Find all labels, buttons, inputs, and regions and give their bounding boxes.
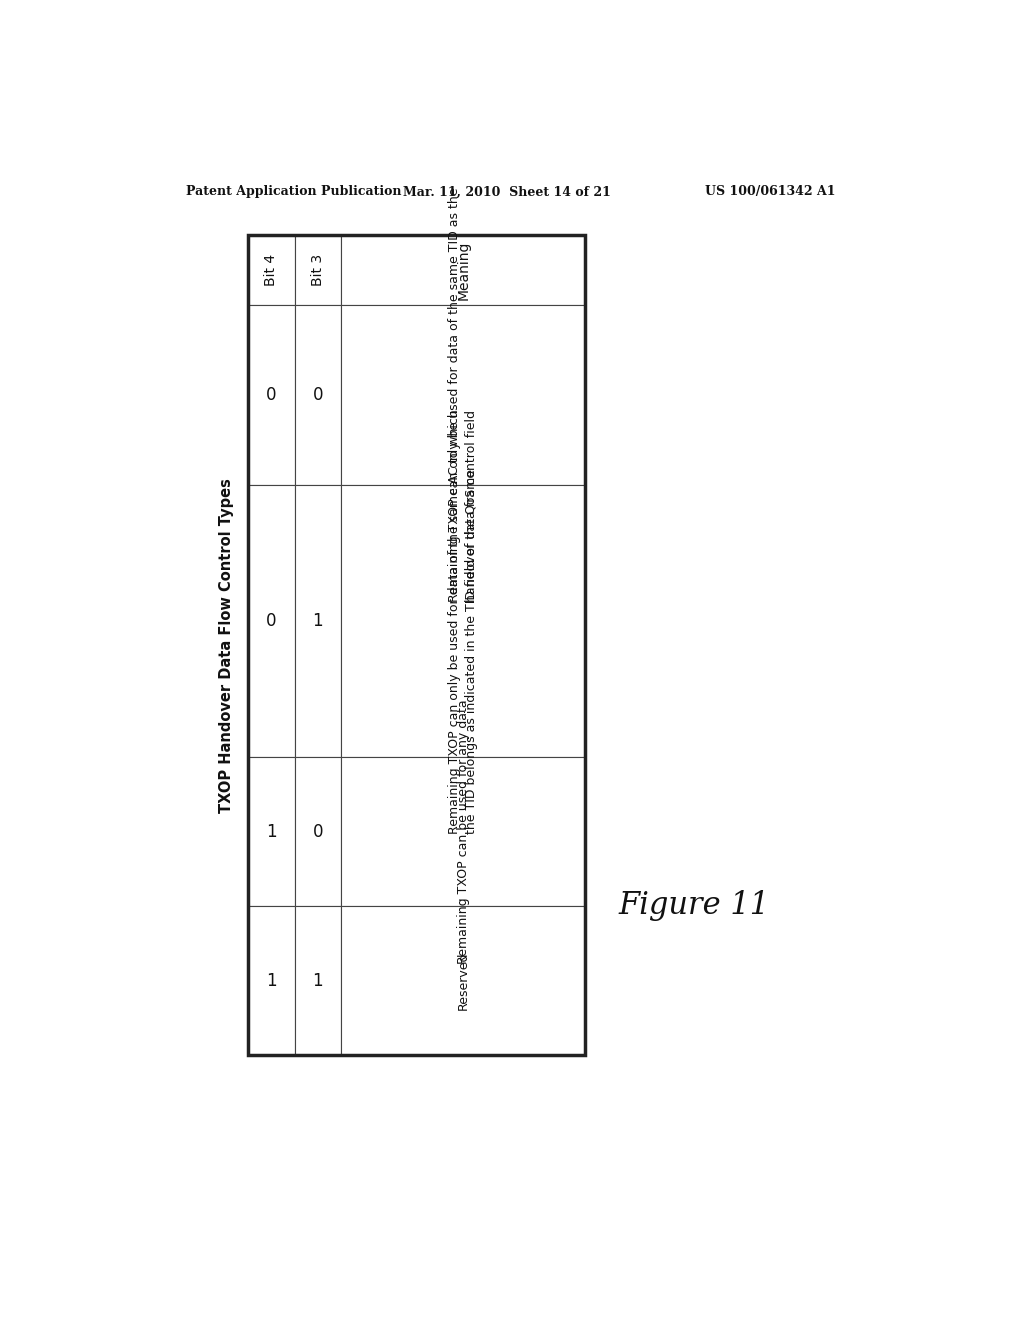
Text: 0: 0: [266, 387, 276, 404]
Text: 1: 1: [266, 972, 276, 990]
Bar: [341, 235, 586, 305]
Text: 0: 0: [312, 822, 324, 841]
Text: Reserved: Reserved: [457, 952, 470, 1010]
Text: Remaining TXOP can be used for any data: Remaining TXOP can be used for any data: [457, 700, 470, 964]
Text: Meaning: Meaning: [456, 240, 470, 300]
Text: 1: 1: [266, 822, 276, 841]
Text: 0: 0: [266, 612, 276, 630]
Bar: [248, 758, 295, 907]
Bar: [248, 486, 295, 758]
Text: Remaining TXOP can only be used for data of the same AC to which
the TID belongs: Remaining TXOP can only be used for data…: [449, 409, 478, 834]
Bar: [295, 305, 341, 486]
Bar: [341, 486, 586, 758]
Bar: [248, 907, 295, 1056]
Bar: [295, 486, 341, 758]
Text: Mar. 11, 2010  Sheet 14 of 21: Mar. 11, 2010 Sheet 14 of 21: [403, 185, 611, 198]
Text: 1: 1: [312, 612, 324, 630]
Text: Figure 11: Figure 11: [618, 890, 769, 921]
Bar: [295, 758, 341, 907]
Text: US 100/061342 A1: US 100/061342 A1: [706, 185, 836, 198]
Bar: [248, 305, 295, 486]
Bar: [248, 235, 295, 305]
Text: Bit 4: Bit 4: [264, 255, 279, 286]
Text: 0: 0: [312, 387, 324, 404]
Text: Remaining TXOP can only be used for data of the same TID as the
handover data fr: Remaining TXOP can only be used for data…: [449, 187, 478, 602]
Bar: [295, 907, 341, 1056]
Text: Patent Application Publication: Patent Application Publication: [186, 185, 401, 198]
Text: 1: 1: [312, 972, 324, 990]
Text: TXOP Handover Data Flow Control Types: TXOP Handover Data Flow Control Types: [219, 478, 233, 813]
Bar: [341, 907, 586, 1056]
Bar: [248, 235, 586, 1056]
Bar: [341, 305, 586, 486]
Bar: [295, 235, 341, 305]
Bar: [341, 758, 586, 907]
Text: Bit 3: Bit 3: [311, 255, 325, 286]
